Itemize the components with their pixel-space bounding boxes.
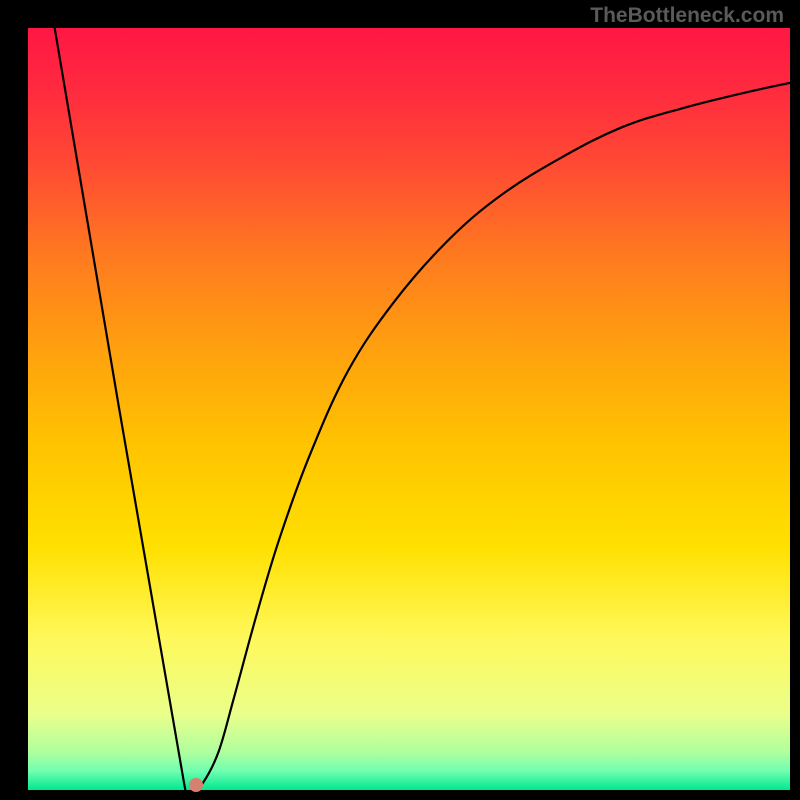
bottleneck-curve bbox=[28, 28, 790, 790]
plot-area bbox=[28, 28, 790, 790]
attribution-text: TheBottleneck.com bbox=[590, 4, 784, 28]
optimal-point-marker bbox=[189, 778, 203, 792]
